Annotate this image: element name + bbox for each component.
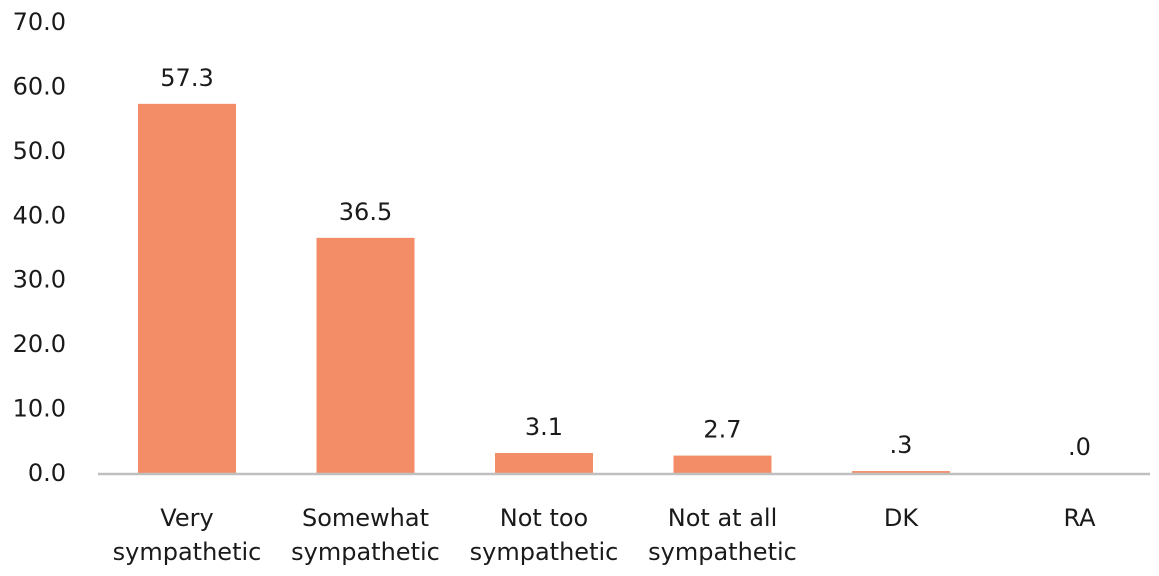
x-category-label: Not too sympathetic bbox=[470, 504, 619, 566]
x-category-label-line: sympathetic bbox=[648, 538, 797, 566]
x-category-label: Very sympathetic bbox=[113, 504, 262, 566]
bar bbox=[495, 453, 593, 473]
y-tick-label: 20.0 bbox=[13, 330, 66, 358]
bar bbox=[316, 237, 415, 473]
x-category-label-line: Not too bbox=[500, 504, 588, 532]
bar bbox=[673, 455, 772, 473]
y-tick-label: 10.0 bbox=[13, 395, 66, 423]
x-category-label-line: RA bbox=[1063, 504, 1096, 532]
data-label: 3.1 bbox=[525, 413, 563, 441]
data-label: .0 bbox=[1068, 433, 1091, 461]
x-category-label: DK bbox=[884, 504, 919, 532]
y-tick-label: 60.0 bbox=[13, 72, 66, 100]
x-category-label-line: DK bbox=[884, 504, 919, 532]
x-category-label-line: Very bbox=[160, 504, 213, 532]
x-category-label-line: Not at all bbox=[668, 504, 777, 532]
x-category-label-line: sympathetic bbox=[291, 538, 440, 566]
data-label: .3 bbox=[890, 431, 913, 459]
y-tick-label: 40.0 bbox=[13, 201, 66, 229]
y-tick-label: 70.0 bbox=[13, 8, 66, 36]
x-category-label-line: sympathetic bbox=[470, 538, 619, 566]
y-tick-label: 30.0 bbox=[13, 266, 66, 294]
bars bbox=[138, 103, 950, 474]
x-category-label-line: sympathetic bbox=[113, 538, 262, 566]
y-tick-label: 50.0 bbox=[13, 137, 66, 165]
x-category-label: Not at all sympathetic bbox=[648, 504, 797, 566]
data-label: 57.3 bbox=[160, 64, 213, 92]
y-axis-tick-labels: 0.0 10.0 20.0 30.0 40.0 50.0 60.0 70.0 bbox=[13, 8, 66, 487]
bar bbox=[138, 103, 236, 474]
data-labels: 57.3 36.5 3.1 2.7 .3 .0 bbox=[160, 64, 1091, 461]
bar bbox=[852, 471, 950, 473]
y-tick-label: 0.0 bbox=[28, 459, 66, 487]
data-label: 36.5 bbox=[339, 198, 392, 226]
x-category-label: Somewhat sympathetic bbox=[291, 504, 440, 566]
x-category-label: RA bbox=[1063, 504, 1096, 532]
data-label: 2.7 bbox=[703, 416, 741, 444]
x-category-label-line: Somewhat bbox=[302, 504, 429, 532]
